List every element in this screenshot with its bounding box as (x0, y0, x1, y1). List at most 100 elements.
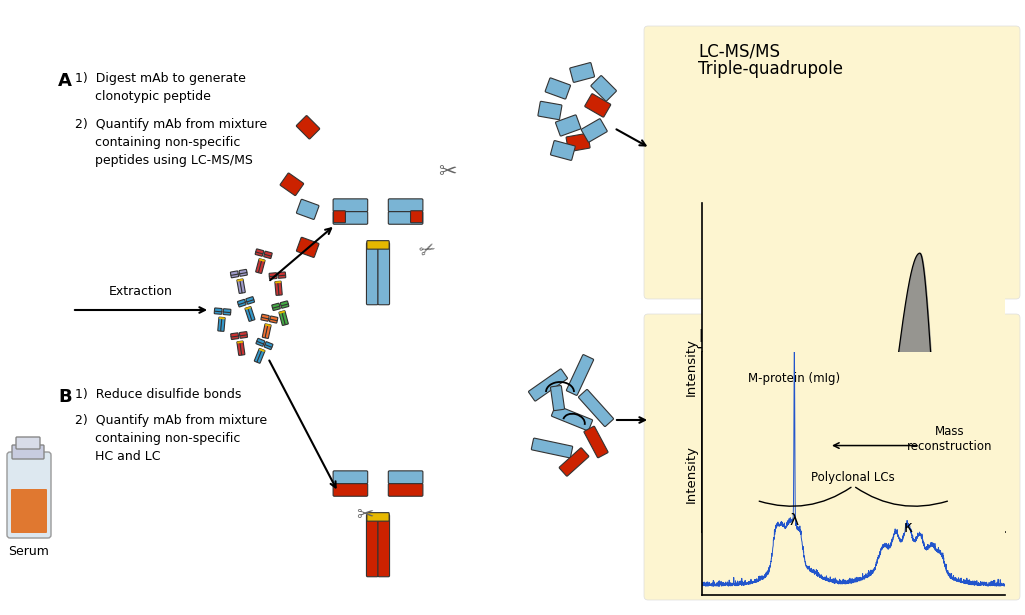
Text: ✂: ✂ (438, 162, 456, 182)
FancyBboxPatch shape (256, 249, 263, 254)
FancyBboxPatch shape (240, 341, 245, 355)
FancyBboxPatch shape (279, 311, 285, 314)
FancyBboxPatch shape (529, 369, 568, 401)
FancyBboxPatch shape (254, 349, 262, 362)
FancyBboxPatch shape (278, 274, 286, 279)
FancyBboxPatch shape (255, 259, 262, 272)
FancyBboxPatch shape (7, 452, 51, 538)
FancyBboxPatch shape (262, 324, 269, 338)
FancyBboxPatch shape (247, 299, 254, 304)
Text: Polyclonal LCs: Polyclonal LCs (812, 471, 895, 484)
FancyBboxPatch shape (220, 317, 226, 331)
FancyBboxPatch shape (388, 483, 423, 496)
FancyBboxPatch shape (388, 471, 423, 483)
FancyBboxPatch shape (231, 271, 238, 276)
FancyBboxPatch shape (279, 311, 286, 325)
FancyBboxPatch shape (219, 317, 224, 319)
FancyBboxPatch shape (585, 93, 611, 117)
Text: ✂: ✂ (416, 238, 440, 262)
FancyBboxPatch shape (550, 141, 575, 161)
FancyBboxPatch shape (567, 355, 593, 395)
FancyBboxPatch shape (246, 296, 254, 302)
FancyBboxPatch shape (231, 335, 239, 339)
FancyBboxPatch shape (388, 212, 423, 224)
FancyBboxPatch shape (644, 314, 1020, 600)
FancyBboxPatch shape (245, 308, 252, 322)
FancyBboxPatch shape (367, 513, 390, 521)
X-axis label: LC-retention time: LC-retention time (795, 536, 911, 549)
Text: Serum: Serum (8, 545, 49, 558)
FancyBboxPatch shape (281, 303, 289, 308)
FancyBboxPatch shape (258, 260, 265, 274)
FancyBboxPatch shape (245, 306, 251, 310)
Text: B: B (58, 388, 72, 406)
FancyBboxPatch shape (231, 274, 239, 278)
FancyBboxPatch shape (367, 240, 390, 249)
FancyBboxPatch shape (11, 489, 47, 533)
FancyBboxPatch shape (264, 344, 272, 349)
FancyBboxPatch shape (275, 282, 279, 295)
FancyBboxPatch shape (388, 199, 423, 212)
FancyBboxPatch shape (264, 251, 273, 256)
FancyBboxPatch shape (333, 211, 345, 223)
FancyBboxPatch shape (270, 316, 278, 320)
Text: 1)  Digest mAb to generate
     clonotypic peptide: 1) Digest mAb to generate clonotypic pep… (75, 72, 246, 103)
FancyBboxPatch shape (531, 438, 573, 458)
FancyBboxPatch shape (581, 119, 607, 142)
FancyBboxPatch shape (12, 445, 44, 459)
FancyBboxPatch shape (223, 311, 231, 315)
FancyBboxPatch shape (570, 63, 594, 82)
FancyBboxPatch shape (238, 300, 245, 304)
FancyBboxPatch shape (275, 281, 281, 284)
FancyBboxPatch shape (238, 302, 246, 307)
FancyBboxPatch shape (257, 349, 264, 363)
FancyBboxPatch shape (270, 272, 277, 277)
Text: 1)  Reduce disulfide bonds: 1) Reduce disulfide bonds (75, 388, 241, 401)
Text: Extraction: Extraction (109, 285, 173, 298)
FancyBboxPatch shape (259, 348, 264, 352)
FancyBboxPatch shape (16, 437, 40, 449)
FancyBboxPatch shape (240, 279, 245, 293)
Text: κ: κ (903, 520, 912, 535)
FancyBboxPatch shape (265, 323, 271, 327)
Text: M-protein (mIg): M-protein (mIg) (748, 372, 840, 385)
FancyBboxPatch shape (566, 133, 590, 152)
FancyBboxPatch shape (296, 199, 319, 220)
FancyBboxPatch shape (584, 426, 608, 458)
FancyBboxPatch shape (333, 471, 368, 483)
Text: LC-MS: LC-MS (698, 328, 749, 346)
Text: TOF or Orbitrap: TOF or Orbitrap (698, 346, 827, 364)
FancyBboxPatch shape (272, 303, 280, 308)
FancyBboxPatch shape (237, 279, 242, 293)
FancyBboxPatch shape (550, 386, 565, 411)
Text: A: A (58, 72, 72, 90)
FancyBboxPatch shape (644, 26, 1020, 299)
FancyBboxPatch shape (280, 301, 288, 306)
FancyBboxPatch shape (273, 306, 280, 311)
FancyBboxPatch shape (333, 199, 368, 212)
Text: Mass
reconstruction: Mass reconstruction (907, 426, 993, 453)
Text: 2)  Quantify mAb from mixture
     containing non-specific
     peptides using L: 2) Quantify mAb from mixture containing … (75, 118, 268, 167)
FancyBboxPatch shape (263, 253, 272, 258)
FancyBboxPatch shape (231, 333, 239, 337)
Text: ✂: ✂ (357, 505, 374, 525)
FancyBboxPatch shape (240, 272, 247, 276)
FancyBboxPatch shape (265, 325, 271, 338)
FancyBboxPatch shape (545, 78, 571, 99)
FancyBboxPatch shape (560, 448, 588, 476)
FancyBboxPatch shape (333, 212, 368, 224)
FancyBboxPatch shape (282, 311, 288, 325)
FancyBboxPatch shape (257, 338, 264, 344)
FancyBboxPatch shape (280, 173, 303, 196)
FancyBboxPatch shape (240, 334, 247, 338)
Y-axis label: Intensity: Intensity (685, 445, 698, 503)
FancyBboxPatch shape (214, 308, 222, 312)
FancyBboxPatch shape (367, 242, 378, 305)
FancyBboxPatch shape (261, 317, 269, 321)
FancyBboxPatch shape (296, 237, 319, 258)
FancyBboxPatch shape (270, 276, 277, 279)
FancyBboxPatch shape (551, 405, 592, 430)
FancyBboxPatch shape (214, 311, 221, 314)
FancyBboxPatch shape (378, 242, 390, 305)
FancyBboxPatch shape (261, 314, 270, 319)
